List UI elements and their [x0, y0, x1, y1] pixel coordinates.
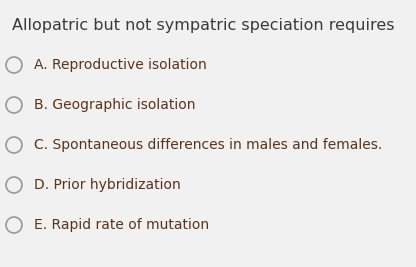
- Ellipse shape: [6, 217, 22, 233]
- Ellipse shape: [6, 137, 22, 153]
- Ellipse shape: [6, 177, 22, 193]
- Text: B. Geographic isolation: B. Geographic isolation: [34, 98, 196, 112]
- Text: C. Spontaneous differences in males and females.: C. Spontaneous differences in males and …: [34, 138, 382, 152]
- Text: Allopatric but not sympatric speciation requires: Allopatric but not sympatric speciation …: [12, 18, 394, 33]
- Text: A. Reproductive isolation: A. Reproductive isolation: [34, 58, 207, 72]
- Text: D. Prior hybridization: D. Prior hybridization: [34, 178, 181, 192]
- Ellipse shape: [6, 97, 22, 113]
- Text: E. Rapid rate of mutation: E. Rapid rate of mutation: [34, 218, 209, 232]
- Ellipse shape: [6, 57, 22, 73]
